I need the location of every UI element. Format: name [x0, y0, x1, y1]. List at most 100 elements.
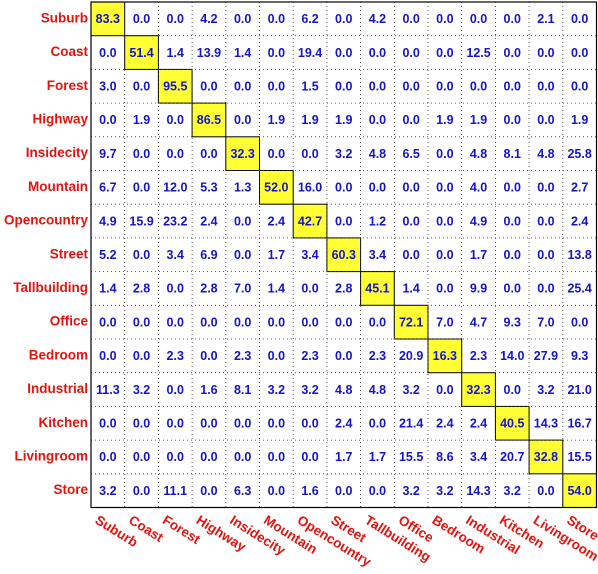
cell-value: 0.0: [268, 12, 285, 26]
cell-value: 0.0: [99, 113, 116, 127]
row-label: Livingroom: [15, 449, 89, 464]
cell-value: 3.2: [268, 383, 285, 397]
cell-value: 20.7: [500, 450, 524, 464]
cell-value: 0.0: [402, 248, 419, 262]
cell-value: 0.0: [504, 113, 521, 127]
diagonal-cell: [259, 170, 294, 205]
cell-value: 3.2: [402, 383, 419, 397]
cell-value: 0.0: [167, 383, 184, 397]
cell-value: 1.7: [268, 248, 285, 262]
cell-value: 3.2: [335, 147, 352, 161]
cell-value: 0.0: [537, 214, 554, 228]
cell-value: 4.8: [470, 147, 487, 161]
cell-value: 0.0: [167, 315, 184, 329]
cell-value: 25.8: [567, 147, 591, 161]
cell-value: 4.0: [470, 181, 487, 195]
cell-value: 9.7: [99, 147, 116, 161]
cell-value: 0.0: [504, 12, 521, 26]
cell-value: 21.0: [567, 383, 591, 397]
cell-value: 0.0: [537, 181, 554, 195]
cell-value: 4.7: [470, 315, 487, 329]
cell-value: 3.4: [301, 248, 318, 262]
cell-value: 15.5: [399, 450, 423, 464]
cell-value: 0.0: [571, 315, 588, 329]
cell-value: 2.4: [436, 417, 453, 431]
cell-value: 1.7: [335, 450, 352, 464]
cell-value: 1.9: [268, 113, 285, 127]
column-label: Forest: [160, 512, 203, 547]
cell-value: 0.0: [133, 484, 150, 498]
cell-value: 3.0: [99, 80, 116, 94]
cell-value: 0.0: [436, 12, 453, 26]
cell-value: 4.2: [369, 12, 386, 26]
diagonal-cell: [225, 136, 261, 172]
cell-value: 0.0: [436, 214, 453, 228]
cell-value: 16.0: [298, 181, 322, 195]
cell-value: 0.0: [335, 349, 352, 363]
cell-value: 3.2: [436, 484, 453, 498]
cell-value: 3.2: [301, 383, 318, 397]
cell-value: 0.0: [167, 147, 184, 161]
border: [90, 1, 598, 509]
diagonal-cell: [157, 68, 193, 104]
cell-value: 0.0: [470, 12, 487, 26]
cell-value: 0.0: [268, 484, 285, 498]
cell-value: 0.0: [200, 147, 217, 161]
cell-value: 2.7: [571, 181, 588, 195]
cell-value: 3.2: [537, 383, 554, 397]
cell-value: 83.3: [96, 12, 120, 26]
cell-value: 0.0: [335, 12, 352, 26]
cell-value: 3.2: [99, 484, 116, 498]
cell-value: 0.0: [167, 450, 184, 464]
cell-value: 0.0: [234, 315, 251, 329]
cell-value: 0.0: [234, 214, 251, 228]
row-label: Highway: [32, 112, 88, 127]
cell-value: 0.0: [268, 349, 285, 363]
cell-value: 0.0: [402, 46, 419, 60]
cell-value: 2.4: [470, 417, 487, 431]
cell-value: 0.0: [234, 113, 251, 127]
cell-value: 2.1: [537, 12, 554, 26]
diagonal-cell: [461, 372, 496, 407]
cell-value: 0.0: [537, 248, 554, 262]
cell-value: 0.0: [200, 80, 217, 94]
cell-value: 0.0: [200, 484, 217, 498]
cell-value: 14.3: [466, 484, 490, 498]
cell-value: 0.0: [133, 248, 150, 262]
cell-value: 0.0: [470, 80, 487, 94]
cell-value: 0.0: [402, 214, 419, 228]
cell-value: 2.8: [335, 282, 352, 296]
cell-value: 2.3: [369, 349, 386, 363]
cell-value: 3.2: [504, 484, 521, 498]
cell-value: 0.0: [369, 417, 386, 431]
cell-value: 40.5: [500, 417, 524, 431]
cell-value: 2.3: [470, 349, 487, 363]
cell-value: 0.0: [436, 181, 453, 195]
cell-value: 42.7: [298, 214, 322, 228]
cell-value: 0.0: [301, 417, 318, 431]
row-label: Industrial: [27, 381, 88, 396]
cell-value: 15.5: [567, 450, 591, 464]
cell-value: 2.4: [571, 214, 588, 228]
cell-value: 0.0: [369, 484, 386, 498]
row-label: Street: [50, 246, 89, 261]
cell-value: 0.0: [133, 181, 150, 195]
cell-value: 0.0: [200, 417, 217, 431]
row-label: Forest: [47, 78, 89, 93]
row-label: Mountain: [28, 179, 88, 194]
cell-value: 4.2: [200, 12, 217, 26]
cell-value: 2.4: [268, 214, 285, 228]
cell-value: 0.0: [99, 450, 116, 464]
cell-value: 86.5: [197, 113, 221, 127]
cell-value: 6.7: [99, 181, 116, 195]
cell-value: 0.0: [234, 12, 251, 26]
cell-value: 0.0: [335, 80, 352, 94]
cell-value: 1.9: [571, 113, 588, 127]
cell-value: 3.4: [369, 248, 386, 262]
cell-value: 8.1: [504, 147, 521, 161]
cell-value: 0.0: [504, 181, 521, 195]
cell-value: 52.0: [264, 181, 288, 195]
